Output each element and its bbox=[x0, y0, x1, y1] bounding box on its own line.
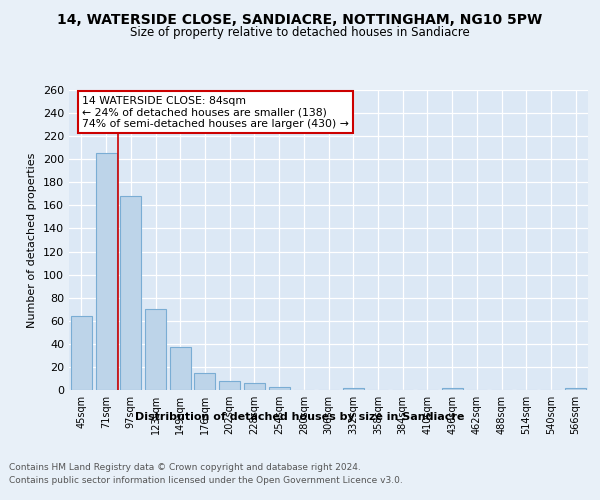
Bar bbox=[565, 388, 586, 390]
Bar bbox=[343, 388, 364, 390]
Bar bbox=[71, 316, 92, 390]
Bar bbox=[269, 386, 290, 390]
Text: Distribution of detached houses by size in Sandiacre: Distribution of detached houses by size … bbox=[136, 412, 464, 422]
Bar bbox=[95, 154, 116, 390]
Bar bbox=[170, 348, 191, 390]
Bar bbox=[219, 381, 240, 390]
Text: Contains HM Land Registry data © Crown copyright and database right 2024.: Contains HM Land Registry data © Crown c… bbox=[9, 462, 361, 471]
Bar bbox=[145, 309, 166, 390]
Bar bbox=[194, 372, 215, 390]
Text: 14, WATERSIDE CLOSE, SANDIACRE, NOTTINGHAM, NG10 5PW: 14, WATERSIDE CLOSE, SANDIACRE, NOTTINGH… bbox=[58, 12, 542, 26]
Bar bbox=[442, 388, 463, 390]
Text: Size of property relative to detached houses in Sandiacre: Size of property relative to detached ho… bbox=[130, 26, 470, 39]
Text: Contains public sector information licensed under the Open Government Licence v3: Contains public sector information licen… bbox=[9, 476, 403, 485]
Bar bbox=[244, 383, 265, 390]
Text: 14 WATERSIDE CLOSE: 84sqm
← 24% of detached houses are smaller (138)
74% of semi: 14 WATERSIDE CLOSE: 84sqm ← 24% of detac… bbox=[82, 96, 349, 129]
Y-axis label: Number of detached properties: Number of detached properties bbox=[28, 152, 37, 328]
Bar bbox=[120, 196, 141, 390]
